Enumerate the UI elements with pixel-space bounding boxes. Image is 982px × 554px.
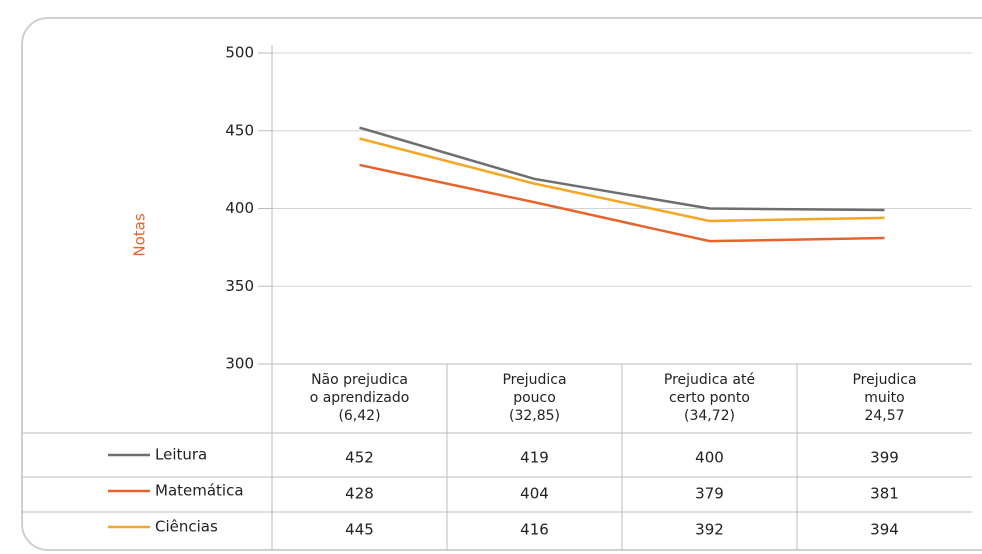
x-tick-label: Prejudica bbox=[852, 372, 916, 388]
x-tick-label: certo ponto bbox=[669, 390, 750, 406]
x-tick-label: (34,72) bbox=[684, 408, 735, 424]
x-tick-label: 24,57 bbox=[864, 408, 904, 424]
legend-label: Ciências bbox=[155, 518, 218, 536]
panel bbox=[21, 17, 982, 551]
table-value: 452 bbox=[345, 449, 374, 467]
x-tick-label: (32,85) bbox=[509, 408, 560, 424]
legend-label: Leitura bbox=[155, 446, 207, 464]
table-value: 428 bbox=[345, 485, 374, 503]
x-tick-label: Não prejudica bbox=[311, 372, 408, 388]
table-value: 445 bbox=[345, 521, 374, 539]
x-tick-label: Prejudica bbox=[502, 372, 566, 388]
x-tick-label: pouco bbox=[513, 390, 556, 406]
series-line bbox=[359, 126, 885, 212]
x-tick-label: (6,42) bbox=[338, 408, 380, 424]
series-line bbox=[359, 163, 885, 243]
table-value: 381 bbox=[870, 485, 899, 503]
table-value: 379 bbox=[695, 485, 724, 503]
table-value: 416 bbox=[520, 521, 549, 539]
table-value: 400 bbox=[695, 449, 724, 467]
table-value: 392 bbox=[695, 521, 724, 539]
x-tick-label: muito bbox=[864, 390, 904, 406]
y-tick-label: 450 bbox=[225, 121, 254, 139]
y-tick-label: 300 bbox=[225, 355, 254, 373]
table-value: 404 bbox=[520, 485, 549, 503]
y-tick-label: 350 bbox=[225, 277, 254, 295]
y-tick-label: 400 bbox=[225, 199, 254, 217]
table-value: 394 bbox=[870, 521, 899, 539]
x-tick-label: Prejudica até bbox=[664, 372, 755, 388]
table-value: 399 bbox=[870, 449, 899, 467]
legend-label: Matemática bbox=[155, 482, 244, 500]
y-axis-label: Notas bbox=[131, 213, 149, 256]
y-tick-label: 500 bbox=[225, 44, 254, 62]
x-tick-label: o aprendizado bbox=[310, 390, 410, 406]
series-line bbox=[359, 137, 885, 223]
table-value: 419 bbox=[520, 449, 549, 467]
